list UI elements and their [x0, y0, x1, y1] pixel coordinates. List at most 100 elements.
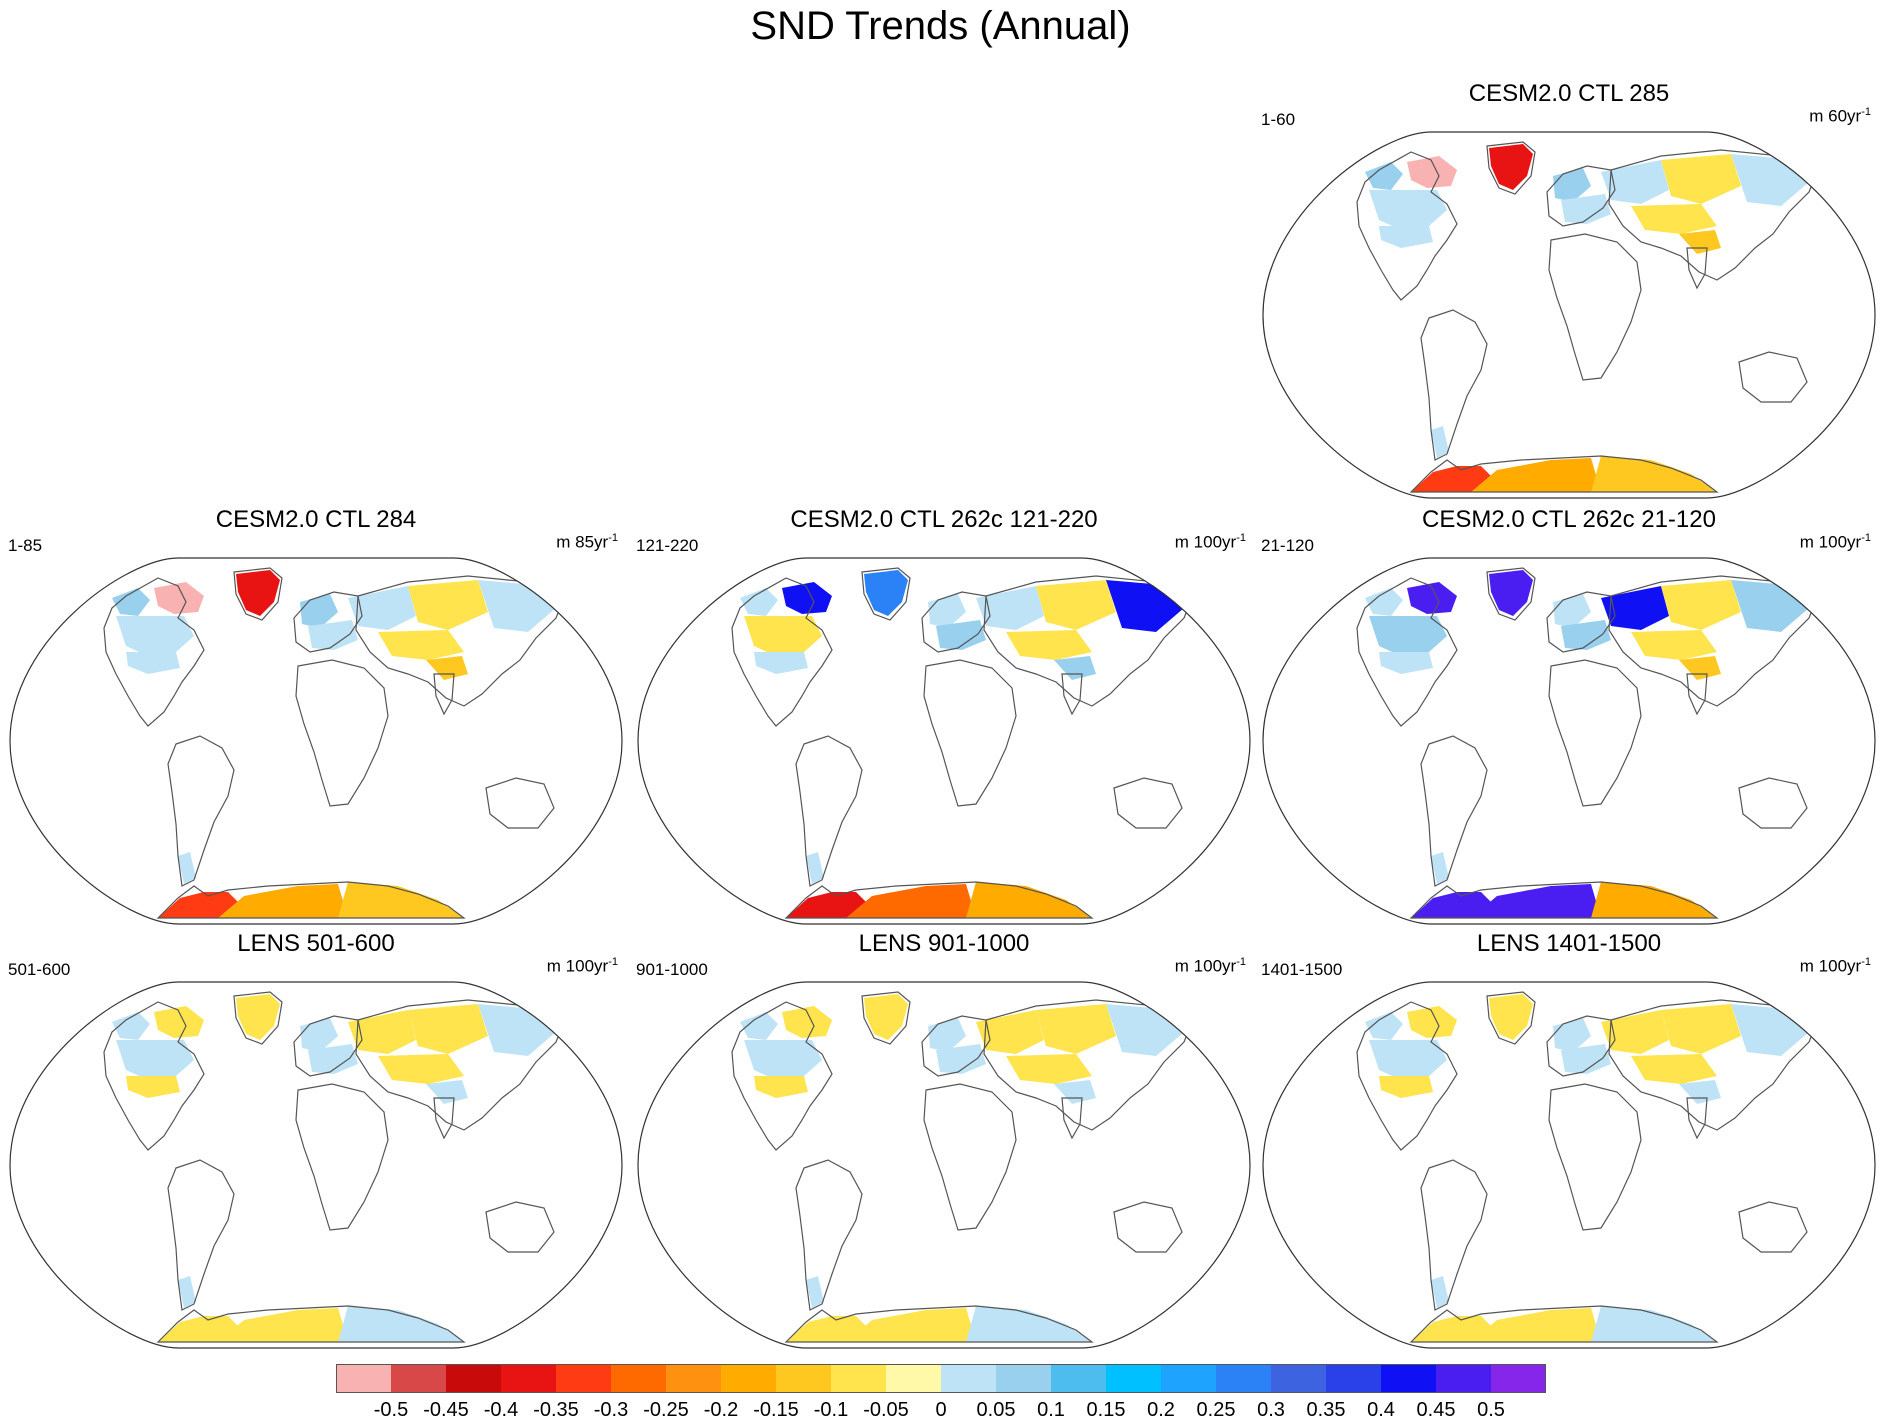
snow-region-canada: [116, 1040, 194, 1080]
snow-region-greenland: [864, 994, 908, 1040]
colorbar-swatch: [996, 1364, 1051, 1392]
snow-region-greenland: [1489, 144, 1533, 190]
coastline-africa: [295, 1083, 389, 1231]
snow-region-patagonia: [806, 1276, 824, 1308]
panel-period-label: 1-85: [8, 536, 43, 555]
snow-region-russia-w: [348, 586, 416, 630]
coastline-australia: [1113, 1201, 1183, 1253]
snow-region-patagonia: [1431, 426, 1449, 458]
snow-region-scandinavia: [928, 594, 966, 628]
snow-region-europe: [1561, 1044, 1611, 1074]
coastline-antarctica: [1409, 881, 1719, 919]
coastline-africa: [295, 659, 389, 807]
snow-region-siberia-e: [478, 1004, 556, 1056]
coastline-greenland: [861, 567, 911, 621]
coastline-north-america: [1356, 151, 1458, 301]
world-map: [9, 981, 623, 1349]
snow-region-us-north: [754, 1076, 808, 1098]
colorbar-tick-label: -0.5: [374, 1399, 408, 1420]
snow-region-tibet: [1054, 1080, 1096, 1104]
snow-region-patagonia: [1431, 1276, 1449, 1308]
snow-region-russia-w: [348, 1010, 416, 1054]
panel-lens-1401-1500: LENS 1401-1500 1401-1500 m 100yr-1: [1261, 930, 1877, 1350]
snow-region-alaska: [1365, 162, 1403, 190]
map-frame: [9, 981, 623, 1349]
colorbar-swatch: [1216, 1364, 1271, 1392]
snow-region-ant-w: [1411, 466, 1497, 492]
snow-region-scandinavia: [1553, 594, 1591, 628]
map-frame: [1262, 131, 1876, 499]
world-map: [637, 981, 1251, 1349]
snow-region-scandinavia: [1553, 1018, 1591, 1052]
snow-region-central-asia: [1006, 1054, 1092, 1084]
snow-region-greenland: [1489, 994, 1533, 1040]
panel-period-label: 121-220: [636, 536, 699, 555]
snow-region-alaska: [740, 1012, 778, 1040]
coastline-greenland: [861, 991, 911, 1045]
snow-region-europe: [1561, 620, 1611, 650]
snow-region-alaska: [112, 588, 150, 616]
snow-region-greenland: [864, 570, 908, 616]
snow-region-patagonia: [178, 852, 196, 884]
snow-region-patagonia: [806, 852, 824, 884]
colorbar-tick-label: -0.3: [594, 1399, 628, 1420]
world-map: [1262, 131, 1876, 499]
map-frame: [637, 557, 1251, 925]
snow-region-central-asia: [1631, 630, 1717, 660]
snow-region-ant-w: [158, 1316, 244, 1342]
coastline-australia: [485, 1201, 555, 1253]
panel-period-label: 1401-1500: [1261, 960, 1343, 979]
colorbar-tick-label: -0.45: [423, 1399, 469, 1420]
coastline-antarctica: [1409, 1305, 1719, 1343]
coastline-africa: [1548, 659, 1642, 807]
coastline-south-america: [1420, 735, 1488, 887]
page-title: SND Trends (Annual): [750, 4, 1131, 48]
snow-region-ant-c: [846, 884, 976, 918]
snow-region-siberia: [1661, 580, 1741, 630]
colorbar-swatch: [941, 1364, 996, 1392]
snow-region-canada-n: [154, 1006, 204, 1038]
snow-region-canada: [116, 616, 194, 656]
snow-region-ant-e: [338, 882, 464, 918]
colorbar-swatch: [886, 1364, 941, 1392]
snow-region-ant-w: [786, 892, 872, 918]
coastline-south-america: [167, 1159, 235, 1311]
map-layer: [731, 991, 1193, 1343]
coastline-australia: [1738, 351, 1808, 403]
snow-region-ant-c: [1471, 1308, 1601, 1342]
snow-region-siberia-e: [478, 580, 556, 632]
coastline-south-america: [167, 735, 235, 887]
snow-region-tibet: [1679, 230, 1721, 254]
snow-region-us-north: [126, 1076, 180, 1098]
snow-region-scandinavia: [300, 594, 338, 628]
snow-region-siberia-e: [1731, 1004, 1809, 1056]
snow-region-canada: [1369, 1040, 1447, 1080]
snow-region-ant-c: [1471, 884, 1601, 918]
panel-unit-label: m 60yr-1: [1809, 106, 1871, 126]
panel-period-label: 21-120: [1261, 536, 1314, 555]
snow-region-europe: [1561, 194, 1611, 224]
colorbar-swatch: [1491, 1364, 1546, 1392]
colorbar-swatch: [1436, 1364, 1491, 1392]
panel-title: LENS 901-1000: [858, 930, 1030, 957]
map-layer: [731, 567, 1193, 919]
coastline-india: [433, 1097, 455, 1140]
snow-region-central-asia: [1631, 204, 1717, 234]
colorbar-tick-label: 0.1: [1037, 1399, 1065, 1420]
colorbar: -0.5 -0.45 -0.4 -0.35 -0.3 -0.25 -0.2 -0.15 -0.1…: [336, 1364, 1546, 1420]
coastline-greenland: [233, 991, 283, 1045]
snow-region-ant-e: [1591, 1306, 1717, 1342]
coastline-india: [1686, 247, 1708, 290]
colorbar-tick-label: 0.3: [1257, 1399, 1285, 1420]
snow-region-siberia-e: [1106, 580, 1184, 632]
coastline-antarctica: [784, 881, 1094, 919]
snow-region-ant-e: [338, 1306, 464, 1342]
panel-unit-label: m 100yr-1: [1174, 532, 1246, 552]
colorbar-swatch: [1161, 1364, 1216, 1392]
colorbar-tick-label: -0.05: [863, 1399, 909, 1420]
snow-region-canada-n: [154, 582, 204, 614]
map-frame: [1262, 557, 1876, 925]
snow-region-scandinavia: [300, 1018, 338, 1052]
colorbar-swatch: [611, 1364, 666, 1392]
world-map: [1262, 557, 1876, 925]
